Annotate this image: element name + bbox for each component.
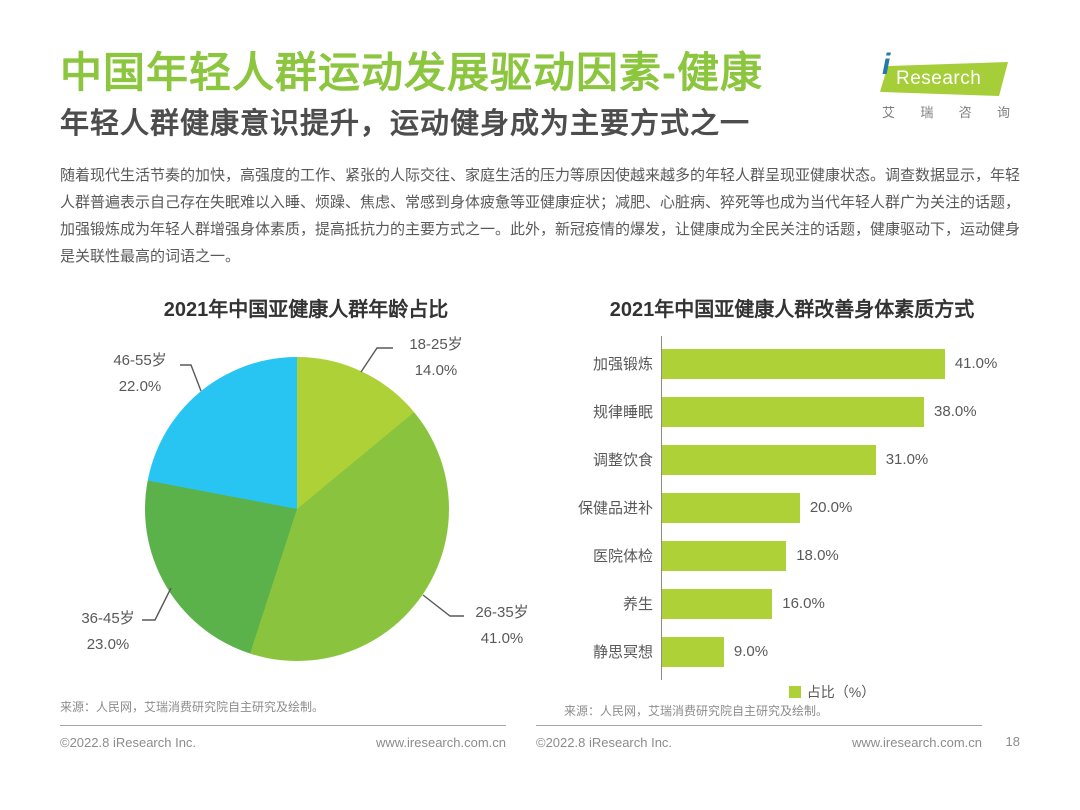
logo-cn-char: 瑞 xyxy=(920,105,934,120)
legend-label: 占比（%） xyxy=(806,683,876,700)
page-title: 中国年轻人群运动发展驱动因素-健康 xyxy=(60,49,763,96)
bar-row: 静思冥想 9.0% xyxy=(593,628,1020,676)
pie-source-note: 来源：人民网，艾瑞消费研究院自主研究及绘制。 xyxy=(60,699,325,714)
bar-track: 20.0% xyxy=(662,492,1020,523)
pie-slice-name: 18-25岁 xyxy=(409,335,463,353)
bar-chart-section: 2021年中国亚健康人群改善身体素质方式 加强锻炼 41.0% 规律睡眠 38.0% 调… xyxy=(552,285,1020,723)
footer-left-column: ©2022.8 iResearch Inc. www.iresearch.com… xyxy=(60,724,506,750)
bar-row: 养生 16.0% xyxy=(623,580,1020,628)
bar-category-label: 保健品进补 xyxy=(577,500,653,518)
page-number: 18 xyxy=(1005,733,1020,749)
bar-chart-title: 2021年中国亚健康人群改善身体素质方式 xyxy=(609,298,975,321)
bar xyxy=(662,492,800,523)
bar-track: 41.0% xyxy=(662,348,1020,379)
pie-slice-name: 46-55岁 xyxy=(113,351,167,369)
logo-cn-char: 咨 xyxy=(958,105,972,120)
bar-category-label: 加强锻炼 xyxy=(592,356,653,374)
bar-chart-legend: 占比（%） xyxy=(604,682,1060,702)
bar xyxy=(662,396,925,427)
pie-label-46-55: 46-55岁 22.0% xyxy=(94,348,186,401)
bar-track: 31.0% xyxy=(662,444,1020,475)
page-subtitle: 年轻人群健康意识提升，运动健身成为主要方式之一 xyxy=(60,108,751,141)
pie-chart-section: 2021年中国亚健康人群年龄占比 18-25岁 14.0% 26-35岁 41.… xyxy=(60,285,552,723)
bar-value-label: 18.0% xyxy=(796,547,839,565)
bar xyxy=(662,540,787,571)
pie-slice-value: 41.0% xyxy=(480,629,524,647)
logo-chinese-name: 艾 瑞 咨 询 xyxy=(882,102,1010,121)
bar-row: 调整饮食 31.0% xyxy=(593,436,1020,484)
bar xyxy=(662,444,876,475)
bar-category-label: 静思冥想 xyxy=(592,644,653,662)
copyright-text: ©2022.8 iResearch Inc. xyxy=(60,734,197,750)
pie-chart-title: 2021年中国亚健康人群年龄占比 xyxy=(163,298,449,321)
pie-label-26-35: 26-35岁 41.0% xyxy=(456,600,548,653)
pie-slice-name: 36-45岁 xyxy=(81,609,135,627)
bar-track: 9.0% xyxy=(662,636,1020,667)
bar-track: 38.0% xyxy=(662,396,1020,427)
bar-row: 保健品进补 20.0% xyxy=(578,484,1020,532)
charts-area: 2021年中国亚健康人群年龄占比 18-25岁 14.0% 26-35岁 41.… xyxy=(60,285,1020,723)
bar xyxy=(662,588,773,619)
logo-i-letter: i xyxy=(882,48,891,81)
bar-value-label: 38.0% xyxy=(934,403,977,421)
bar-category-label: 医院体检 xyxy=(592,548,653,566)
pie-slice-value: 22.0% xyxy=(118,377,162,395)
intro-paragraph: 随着现代生活节奏的加快，高强度的工作、紧张的人际交往、家庭生活的压力等原因使越来… xyxy=(60,166,1021,266)
pie-label-18-25: 18-25岁 14.0% xyxy=(390,332,482,385)
bar-value-label: 31.0% xyxy=(885,451,929,469)
title-block: 中国年轻人群运动发展驱动因素-健康 年轻人群健康意识提升，运动健身成为主要方式之… xyxy=(60,44,763,142)
website-url: www.iresearch.com.cn xyxy=(375,734,506,750)
bar-value-label: 20.0% xyxy=(809,499,853,517)
page-header: 中国年轻人群运动发展驱动因素-健康 年轻人群健康意识提升，运动健身成为主要方式之… xyxy=(60,44,1020,142)
bar-category-label: 调整饮食 xyxy=(592,452,653,470)
bar-value-label: 41.0% xyxy=(954,355,998,373)
bar-row: 医院体检 18.0% xyxy=(593,532,1020,580)
bar-category-label: 规律睡眠 xyxy=(592,404,653,422)
copyright-text: ©2022.8 iResearch Inc. xyxy=(536,734,673,750)
iresearch-logo: i Research 艾 瑞 咨 询 xyxy=(870,50,1020,121)
pie-chart xyxy=(145,356,449,661)
website-url: www.iresearch.com.cn xyxy=(851,734,982,750)
pie-label-36-45: 36-45岁 23.0% xyxy=(62,606,154,659)
legend-swatch-icon xyxy=(788,685,801,698)
pie-slice-name: 26-35岁 xyxy=(475,603,529,621)
pie-slice-value: 14.0% xyxy=(414,361,458,379)
bar-chart: 加强锻炼 41.0% 规律睡眠 38.0% 调整饮食 31.0% 保健品进补 20.0% 医院体… xyxy=(578,335,1020,680)
bar-row: 规律睡眠 38.0% xyxy=(593,388,1020,436)
bar-row: 加强锻炼 41.0% xyxy=(593,340,1020,388)
pie-slice-value: 23.0% xyxy=(86,635,130,653)
logo-cn-char: 艾 xyxy=(882,105,896,120)
iresearch-logo-mark: i Research xyxy=(870,50,1020,98)
bar-category-label: 养生 xyxy=(622,596,653,614)
bar-track: 16.0% xyxy=(662,588,1020,619)
footer-right-column: ©2022.8 iResearch Inc. www.iresearch.com… xyxy=(536,724,982,750)
bar xyxy=(662,636,724,667)
bar-value-label: 16.0% xyxy=(782,595,825,613)
page-footer: ©2022.8 iResearch Inc. www.iresearch.com… xyxy=(60,724,1020,750)
bar-track: 18.0% xyxy=(662,540,1020,571)
pie-chart-area: 18-25岁 14.0% 26-35岁 41.0% 36-45岁 23.0% 4… xyxy=(60,324,552,676)
logo-cn-char: 询 xyxy=(996,105,1010,120)
bar-source-note: 来源：人民网，艾瑞消费研究院自主研究及绘制。 xyxy=(564,703,829,718)
logo-flag-shape: Research xyxy=(880,62,1008,96)
bar xyxy=(662,348,945,379)
logo-brand-text: Research xyxy=(896,68,982,89)
bar-value-label: 9.0% xyxy=(733,643,769,661)
